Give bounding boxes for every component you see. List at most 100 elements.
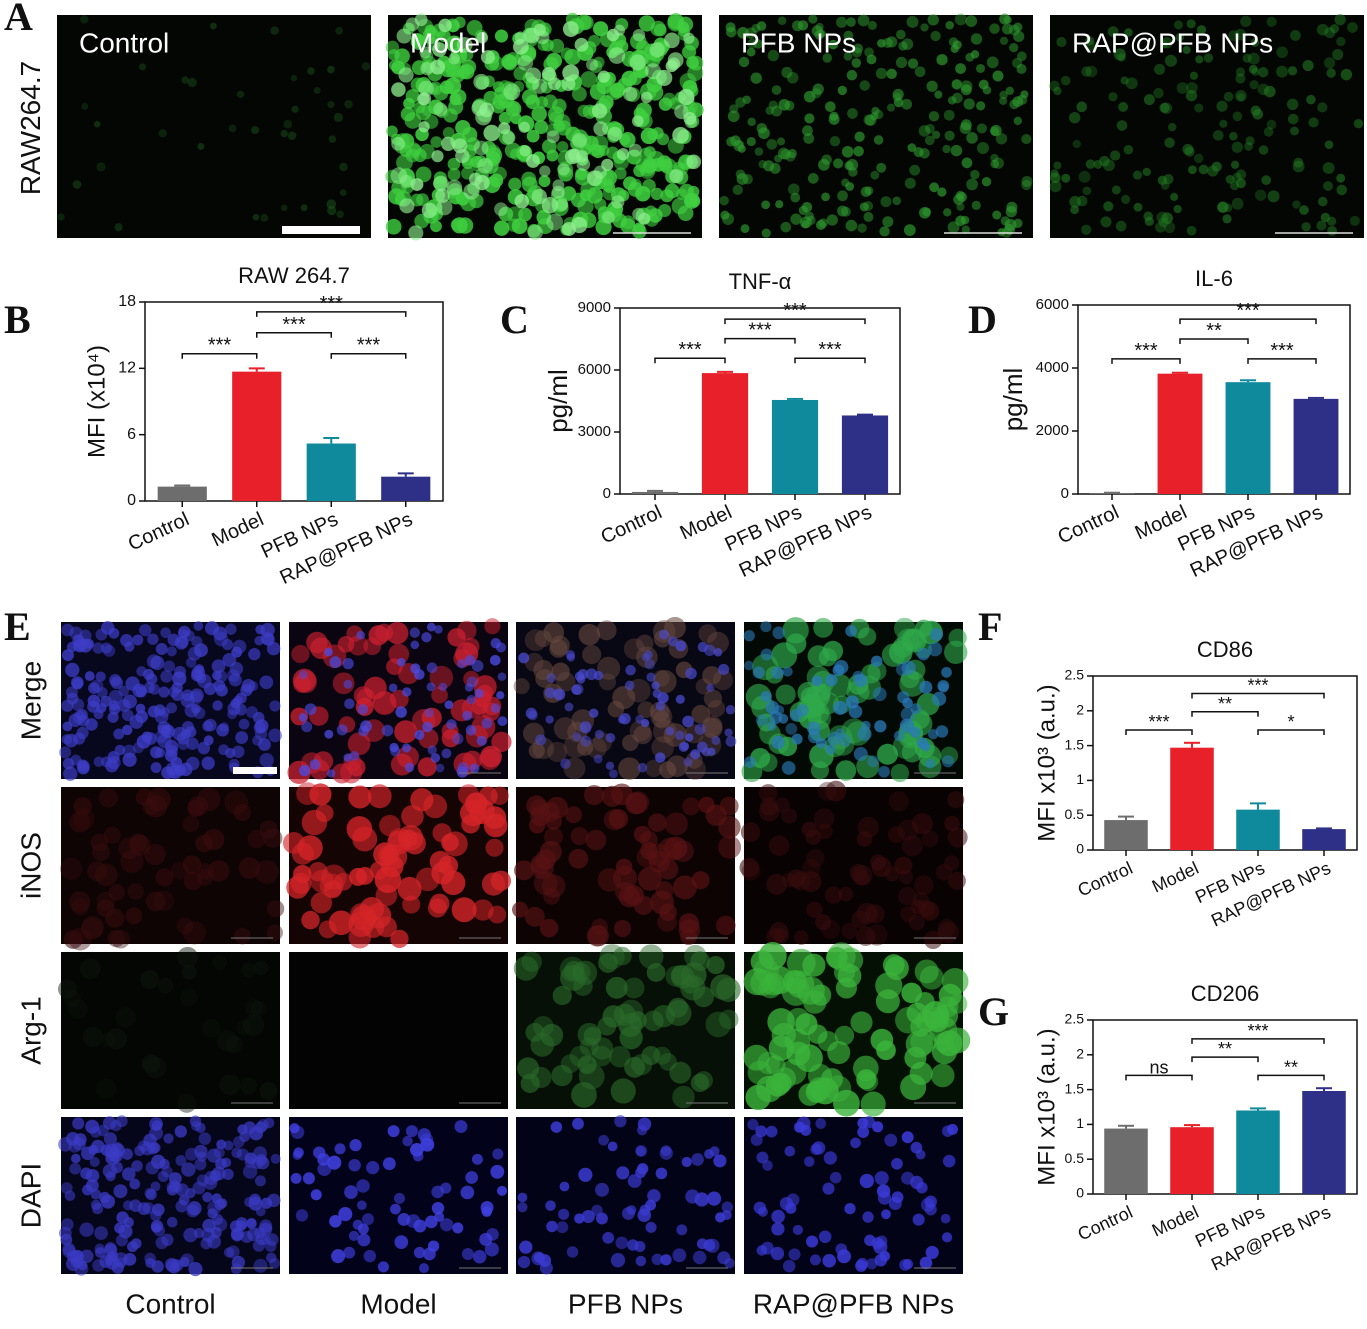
cell xyxy=(1267,17,1277,27)
cell xyxy=(63,758,74,769)
cell xyxy=(271,1154,281,1164)
cell xyxy=(690,749,700,759)
cell xyxy=(1268,190,1280,202)
cell xyxy=(772,627,785,640)
cell xyxy=(420,1133,433,1146)
chart-title: IL-6 xyxy=(1195,266,1233,291)
cell xyxy=(399,198,414,213)
cell xyxy=(704,645,715,656)
cell xyxy=(682,797,700,815)
cell xyxy=(570,1046,591,1067)
cell xyxy=(185,703,199,717)
cell xyxy=(112,1142,123,1153)
cell xyxy=(212,955,227,970)
cell xyxy=(461,1186,475,1200)
cell xyxy=(213,680,225,692)
cell xyxy=(310,759,321,770)
cell xyxy=(494,202,508,216)
y-tick-label: 0 xyxy=(1076,1185,1084,1201)
cell xyxy=(260,675,274,689)
cell xyxy=(436,764,445,773)
cell xyxy=(874,720,886,732)
cell xyxy=(944,110,955,121)
cell xyxy=(928,642,942,656)
panel-letter: E xyxy=(4,604,31,649)
cell xyxy=(741,224,750,233)
cell xyxy=(1158,176,1167,185)
cell xyxy=(999,97,1007,105)
cell xyxy=(344,100,353,109)
cell xyxy=(158,978,174,994)
cell xyxy=(961,216,970,225)
cell xyxy=(722,213,734,225)
cell xyxy=(667,58,680,71)
cell xyxy=(932,131,940,139)
y-tick-label: 6000 xyxy=(578,361,611,378)
cell xyxy=(836,17,847,28)
cell xyxy=(563,21,579,37)
cell xyxy=(360,720,372,732)
cell xyxy=(92,1259,105,1272)
row-label: DAPI xyxy=(15,1163,46,1228)
cell xyxy=(589,708,598,717)
cell xyxy=(344,699,354,709)
significance-label: ** xyxy=(1218,694,1232,714)
cell xyxy=(94,1226,108,1240)
cell xyxy=(778,148,790,160)
cell xyxy=(144,732,157,745)
cell xyxy=(1317,102,1327,112)
y-tick-label: 2 xyxy=(1076,1046,1084,1062)
cell xyxy=(1249,80,1258,89)
cell xyxy=(110,1120,121,1131)
cell xyxy=(1288,114,1299,125)
error-bar xyxy=(1316,1088,1332,1091)
cell xyxy=(1121,76,1129,84)
cell xyxy=(1323,181,1333,191)
cell xyxy=(258,738,271,751)
cell xyxy=(830,136,840,146)
cell xyxy=(1292,200,1300,208)
bar xyxy=(307,444,356,501)
cell xyxy=(113,1184,127,1198)
cell xyxy=(1155,222,1166,233)
cell xyxy=(220,1074,241,1095)
cell xyxy=(788,183,800,195)
cell xyxy=(1069,112,1080,123)
cell xyxy=(773,928,789,944)
error-bar xyxy=(1316,828,1332,829)
cell xyxy=(718,836,741,859)
cell xyxy=(646,1222,657,1233)
cell xyxy=(143,669,154,680)
cell xyxy=(575,672,584,681)
cell xyxy=(545,715,553,723)
cell xyxy=(783,667,793,677)
cell xyxy=(1049,81,1060,92)
cell xyxy=(234,928,251,945)
cell xyxy=(726,27,737,38)
cell xyxy=(109,884,125,900)
cell xyxy=(1287,99,1298,110)
cell xyxy=(329,910,354,935)
cell xyxy=(447,180,463,196)
cell xyxy=(163,1133,173,1143)
cell xyxy=(686,56,699,69)
cell xyxy=(535,734,546,745)
cell xyxy=(496,642,506,652)
cell xyxy=(825,674,837,686)
cell xyxy=(234,804,251,821)
cell xyxy=(348,1159,360,1171)
cell xyxy=(761,648,773,660)
cell xyxy=(57,213,64,220)
cell xyxy=(472,899,493,920)
micrograph xyxy=(289,1117,508,1274)
cell xyxy=(337,724,348,735)
image-label: Model xyxy=(410,27,486,58)
bar xyxy=(158,487,207,501)
cell xyxy=(1050,169,1058,177)
bar xyxy=(1302,1091,1346,1194)
cell xyxy=(1133,171,1142,180)
cell xyxy=(558,1209,569,1220)
micrograph xyxy=(744,942,971,1117)
cell xyxy=(606,733,616,743)
cell xyxy=(1190,72,1198,80)
